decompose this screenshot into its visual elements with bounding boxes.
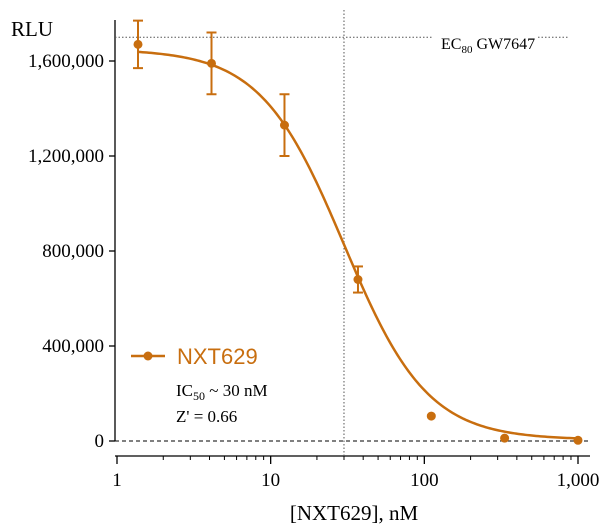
z-prime-annotation: Z' = 0.66: [176, 407, 237, 426]
ic50-main: IC: [176, 381, 193, 400]
ec80-label: EC80 GW7647: [441, 36, 535, 56]
ec80-label-sub: 80: [461, 44, 473, 56]
data-point: [353, 275, 363, 284]
fit-curve-layer: [137, 50, 579, 440]
y-tick-label: 1,200,000: [28, 146, 104, 167]
ic50-annotation: IC50 ~ 30 nM: [176, 381, 268, 403]
ec80-label-main: EC: [441, 36, 461, 53]
legend-marker-swatch: [143, 351, 153, 361]
x-axis-title: [NXT629], nM: [290, 501, 419, 525]
data-point: [279, 120, 289, 130]
x-tick-label: 100: [410, 470, 439, 491]
legend: NXT629: [131, 344, 258, 369]
y-axis-ticks: 0 400,000 800,000 1,200,000 1,600,000: [28, 51, 115, 452]
y-axis-title: RLU: [11, 17, 53, 41]
data-point: [206, 58, 216, 68]
x-axis-ticks: 1 10 100 1,000: [112, 456, 599, 491]
ec80-label-rest: GW7647: [472, 36, 535, 53]
y-tick-label: 0: [95, 431, 105, 452]
y-tick-label: 400,000: [42, 336, 104, 357]
data-point: [426, 411, 436, 421]
y-tick-label: 1,600,000: [28, 51, 104, 72]
data-point: [133, 39, 143, 49]
data-point: [500, 433, 510, 443]
x-tick-label: 1,000: [557, 470, 600, 491]
reference-lines: [115, 10, 590, 456]
ic50-rest: ~ 30 nM: [205, 381, 268, 400]
error-bars-layer: [133, 19, 363, 294]
y-tick-label: 800,000: [42, 241, 104, 262]
x-tick-label: 1: [112, 470, 122, 491]
legend-label: NXT629: [177, 344, 258, 369]
fit-curve: [137, 50, 579, 440]
x-tick-label: 10: [261, 470, 280, 491]
data-point: [573, 435, 583, 445]
data-points-layer: [133, 39, 583, 445]
ic50-sub: 50: [193, 389, 205, 403]
